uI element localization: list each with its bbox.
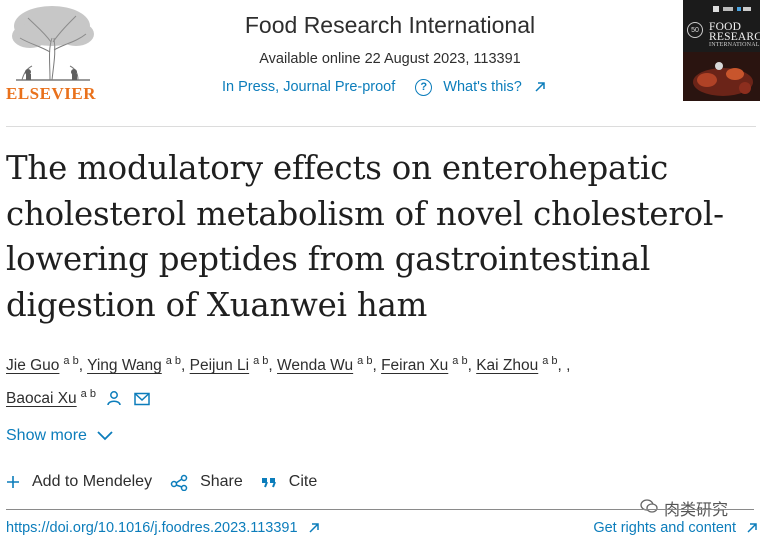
quote-icon — [261, 475, 277, 489]
doi-link[interactable]: https://doi.org/10.1016/j.foodres.2023.1… — [6, 520, 320, 536]
wechat-icon — [640, 498, 658, 519]
cite-button[interactable]: Cite — [261, 473, 317, 491]
watermark-text: 肉类研究 — [664, 502, 729, 519]
plus-icon — [6, 475, 20, 489]
person-icon[interactable] — [106, 387, 122, 416]
journal-cover-image[interactable]: 50 FOOD RESEARCH INTERNATIONAL — [683, 0, 760, 101]
author-item: Peijun Li a b, — [189, 355, 278, 374]
doi-text: https://doi.org/10.1016/j.foodres.2023.1… — [6, 520, 298, 536]
share-icon — [170, 473, 188, 491]
add-to-mendeley-button[interactable]: Add to Mendeley — [6, 473, 152, 491]
wechat-watermark: 肉类研究 — [640, 496, 728, 520]
affiliation-marker[interactable]: a b — [165, 355, 182, 367]
author-list: Jie Guo a b, Ying Wang a b, Peijun Li a b, … — [6, 347, 726, 416]
cover-header-icon — [713, 6, 751, 12]
show-more-button[interactable]: Show more — [6, 427, 113, 445]
author-name-link[interactable]: Peijun Li — [189, 357, 250, 374]
author-item: Kai Zhou a b, , — [476, 355, 571, 374]
article-title: The modulatory effects on enterohepatic … — [6, 149, 724, 324]
affiliation-marker[interactable]: a b — [452, 355, 468, 367]
share-label: Share — [200, 473, 243, 490]
external-arrow-icon — [534, 81, 546, 93]
status-row: In Press, Journal Pre-proof ? What's thi… — [222, 77, 546, 97]
share-button[interactable]: Share — [170, 473, 243, 491]
mendeley-label: Add to Mendeley — [32, 473, 153, 490]
author-name-link[interactable]: Jie Guo — [6, 357, 60, 374]
author-item: Ying Wang a b, — [87, 355, 190, 374]
author-name-link[interactable]: Baocai Xu — [6, 390, 77, 407]
cover-anniversary-badge: 50 — [687, 22, 703, 38]
article-actions: Add to Mendeley Share Cite — [6, 473, 335, 491]
whats-this-link[interactable]: What's this? — [443, 79, 522, 95]
journal-title: Food Research International — [9, 12, 762, 39]
external-arrow-icon — [747, 523, 757, 533]
cover-title: FOOD RESEARCH — [709, 21, 760, 43]
elsevier-tree-icon — [12, 6, 94, 81]
header-divider — [6, 126, 756, 127]
author-item: Feiran Xu a b, — [381, 355, 477, 374]
author-name-link[interactable]: Kai Zhou — [476, 357, 539, 374]
show-more-label: Show more — [6, 427, 87, 444]
cite-label: Cite — [288, 473, 318, 490]
author-name-link[interactable]: Ying Wang — [87, 357, 162, 374]
elsevier-logo[interactable]: ELSEVIER — [2, 0, 102, 106]
author-item: Baocai Xu a b — [6, 388, 96, 407]
cover-photo — [683, 52, 760, 101]
author-item: Jie Guo a b, — [6, 355, 88, 374]
rights-text: Get rights and content — [593, 520, 736, 536]
author-name-link[interactable]: Feiran Xu — [381, 357, 449, 374]
journal-title-link[interactable]: Food Research International — [244, 12, 536, 38]
external-arrow-icon — [309, 523, 319, 533]
footer-divider — [6, 509, 754, 510]
elsevier-wordmark: ELSEVIER — [6, 84, 96, 103]
email-icon[interactable] — [134, 387, 150, 416]
cover-subtitle: INTERNATIONAL — [709, 42, 760, 48]
journal-preproof-link[interactable]: In Press, Journal Pre-proof — [222, 79, 396, 95]
affiliation-marker[interactable]: a b — [253, 355, 269, 367]
author-item: Wenda Wu a b, — [277, 355, 382, 374]
question-icon[interactable]: ? — [415, 78, 433, 96]
affiliation-marker[interactable]: a b — [542, 355, 558, 367]
chevron-down-icon — [97, 431, 113, 441]
affiliation-marker[interactable]: a b — [357, 355, 373, 367]
affiliation-marker[interactable]: a b — [63, 355, 79, 367]
rights-link[interactable]: Get rights and content — [593, 520, 758, 536]
affiliation-marker[interactable]: a b — [80, 388, 96, 400]
author-name-link[interactable]: Wenda Wu — [277, 357, 354, 374]
availability-text: Available online 22 August 2023, 113391 — [259, 51, 521, 67]
